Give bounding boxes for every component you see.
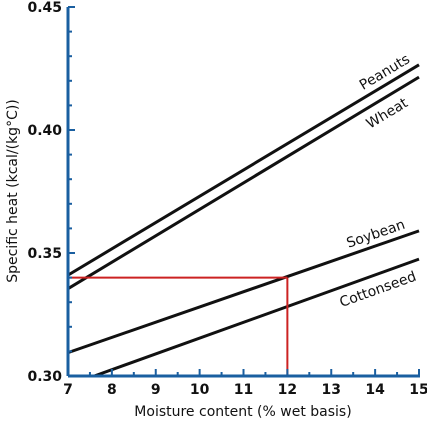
series-line-wheat xyxy=(67,75,420,290)
x-tick-label: 13 xyxy=(322,382,341,398)
series-line-cottonseed xyxy=(93,257,420,378)
y-tick-label: 0.45 xyxy=(27,0,62,16)
series-layer xyxy=(67,63,420,378)
x-tick-label: 14 xyxy=(365,382,385,398)
tick-marks xyxy=(67,6,420,377)
x-tick-label: 11 xyxy=(234,382,253,398)
y-tick-label: 0.30 xyxy=(27,369,62,385)
reference-lines xyxy=(68,276,289,376)
y-tick-label: 0.40 xyxy=(27,123,62,139)
series-line-soybean xyxy=(67,229,420,355)
tick-labels: 7 8 9 10 11 12 13 14 15 0.30 0.35 0.40 0.45 xyxy=(27,0,427,398)
y-tick-label: 0.35 xyxy=(27,246,62,262)
y-axis-title: Specific heat (kcal/(kg°C)) xyxy=(5,99,21,283)
x-tick-label: 9 xyxy=(151,382,161,398)
series-label-wheat: Wheat xyxy=(364,95,412,132)
series-line-peanuts xyxy=(67,63,420,277)
x-tick-label: 15 xyxy=(409,382,427,398)
x-tick-label: 12 xyxy=(278,382,297,398)
x-tick-label: 8 xyxy=(107,382,117,398)
x-axis-title: Moisture content (% wet basis) xyxy=(134,404,351,420)
x-tick-label: 10 xyxy=(190,382,210,398)
x-tick-label: 7 xyxy=(63,382,73,398)
